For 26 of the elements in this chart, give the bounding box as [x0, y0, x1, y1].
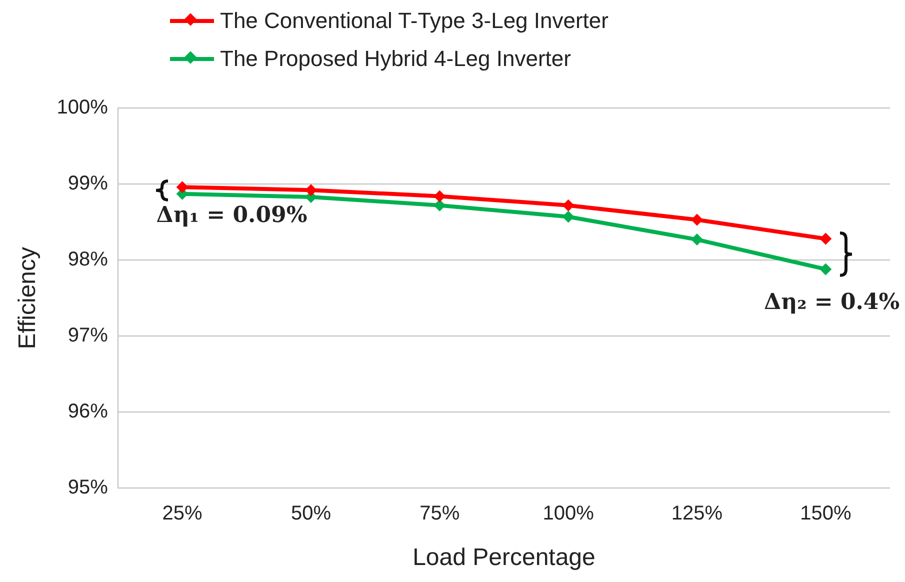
annotation: Δη₂ = 0.4% [764, 289, 900, 316]
legend-label: The Conventional T-Type 3-Leg Inverter [220, 8, 608, 34]
y-tick-label: 100% [56, 96, 108, 119]
x-tick-label: 25% [162, 502, 203, 525]
y-tick-label: 95% [68, 476, 108, 499]
x-tick-label: 75% [420, 502, 460, 525]
y-tick-label: 97% [68, 324, 108, 347]
point [820, 232, 832, 245]
x-tick-label: 50% [290, 502, 332, 525]
point [434, 190, 446, 202]
x-tick-label: 150% [800, 502, 852, 525]
point [690, 214, 703, 226]
y-tick-label: 99% [68, 172, 108, 195]
point [434, 199, 446, 212]
y-tick-label: 98% [68, 248, 108, 271]
point [176, 181, 188, 194]
annotation: Δη₁ = 0.09% [156, 202, 308, 228]
x-tick-label: 125% [671, 502, 723, 525]
y-axis-title: Efficiency [14, 246, 42, 350]
point [690, 234, 703, 246]
legend-label: The Proposed Hybrid 4-Leg Inverter [220, 46, 571, 72]
x-axis-title: Load Percentage [412, 544, 596, 572]
x-tick-label: 100% [542, 502, 594, 525]
point [820, 263, 832, 276]
point [562, 210, 574, 223]
y-tick-label: 96% [68, 400, 108, 423]
